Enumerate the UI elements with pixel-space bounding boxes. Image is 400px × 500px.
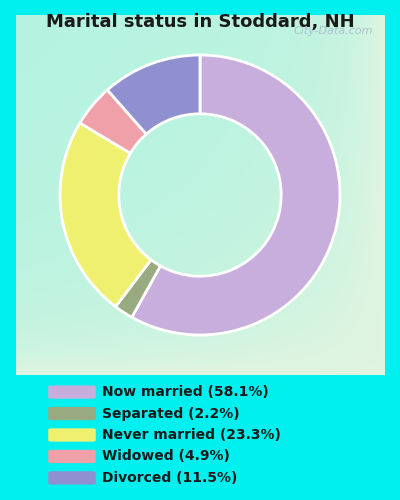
Text: Now married (58.1%): Now married (58.1%) <box>102 385 269 399</box>
Wedge shape <box>60 123 151 306</box>
Text: Widowed (4.9%): Widowed (4.9%) <box>102 450 230 464</box>
FancyBboxPatch shape <box>48 386 96 399</box>
FancyBboxPatch shape <box>48 428 96 442</box>
Text: Separated (2.2%): Separated (2.2%) <box>102 406 240 420</box>
Text: Marital status in Stoddard, NH: Marital status in Stoddard, NH <box>46 12 354 30</box>
Text: Never married (23.3%): Never married (23.3%) <box>102 428 281 442</box>
Text: City-Data.com: City-Data.com <box>294 26 373 36</box>
FancyBboxPatch shape <box>48 450 96 463</box>
Wedge shape <box>108 55 200 134</box>
Text: Divorced (11.5%): Divorced (11.5%) <box>102 471 237 485</box>
Wedge shape <box>80 90 146 153</box>
FancyBboxPatch shape <box>48 407 96 420</box>
FancyBboxPatch shape <box>48 471 96 484</box>
Wedge shape <box>132 55 340 335</box>
Wedge shape <box>116 260 160 318</box>
